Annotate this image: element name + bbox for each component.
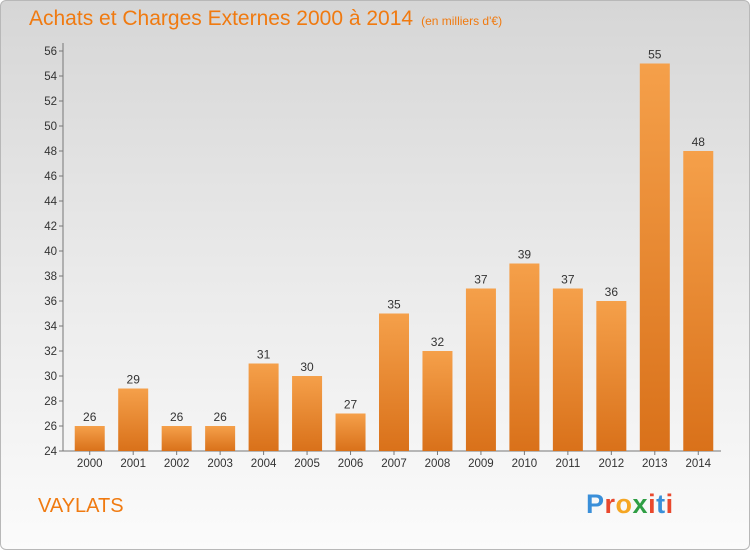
chart-title: Achats et Charges Externes 2000 à 2014 — [29, 7, 414, 30]
bar — [509, 263, 540, 451]
bar — [335, 413, 366, 451]
bar-value-label: 26 — [83, 410, 97, 424]
x-tick-label: 2006 — [338, 458, 364, 470]
bar-value-label: 55 — [648, 48, 662, 62]
x-tick-label: 2007 — [381, 458, 407, 470]
bar — [639, 63, 670, 451]
y-tick-label: 38 — [44, 271, 57, 283]
chart-bars: 26 29 26 26 31 30 27 35 32 37 39 37 36 55 48 — [74, 48, 714, 451]
y-tick-label: 56 — [44, 46, 57, 58]
y-tick-label: 44 — [44, 196, 57, 208]
bar-value-label: 32 — [431, 335, 445, 349]
bar — [552, 288, 583, 451]
bar — [205, 426, 236, 451]
bar-value-label: 39 — [518, 248, 532, 262]
logo-letter: r — [604, 489, 616, 519]
bar-value-label: 26 — [213, 410, 227, 424]
x-tick-label: 2010 — [512, 458, 538, 470]
bar-value-label: 36 — [605, 285, 619, 299]
x-tick-label: 2002 — [164, 458, 190, 470]
logo-letter: t — [656, 489, 666, 519]
y-tick-label: 34 — [44, 321, 57, 333]
logo-letter: P — [586, 489, 605, 519]
chart-heading: Achats et Charges Externes 2000 à 2014 (e… — [29, 7, 502, 31]
y-tick-label: 28 — [44, 396, 57, 408]
y-tick-label: 42 — [44, 221, 57, 233]
proxiti-logo[interactable]: Proxiti — [586, 489, 674, 520]
bar — [292, 376, 323, 451]
bar-value-label: 48 — [692, 135, 706, 149]
chart-subtitle: (en milliers d'€) — [421, 14, 503, 28]
bar-value-label: 35 — [387, 298, 401, 312]
x-tick-label: 2005 — [294, 458, 320, 470]
x-tick-label: 2004 — [251, 458, 277, 470]
logo-letter: i — [665, 489, 674, 519]
bar — [422, 351, 453, 451]
y-tick-label: 24 — [44, 446, 57, 458]
y-tick-label: 52 — [44, 96, 57, 108]
bar — [161, 426, 192, 451]
y-tick-label: 32 — [44, 346, 57, 358]
y-tick-label: 46 — [44, 171, 57, 183]
y-tick-label: 40 — [44, 246, 57, 258]
commune-name: VAYLATS — [38, 495, 124, 517]
x-tick-label: 2009 — [468, 458, 494, 470]
x-tick-label: 2001 — [120, 458, 146, 470]
x-tick-label: 2003 — [207, 458, 233, 470]
logo-letter: i — [648, 489, 657, 519]
y-tick-label: 48 — [44, 146, 57, 158]
bar — [683, 151, 714, 451]
bar — [465, 288, 496, 451]
bar-value-label: 27 — [344, 398, 358, 412]
bar-value-label: 37 — [561, 273, 575, 287]
bar — [379, 313, 409, 451]
bar — [596, 301, 627, 451]
y-tick-label: 50 — [44, 121, 57, 133]
x-tick-label: 2000 — [77, 458, 103, 470]
x-tick-label: 2011 — [555, 458, 580, 470]
bar-value-label: 37 — [474, 273, 488, 287]
bar — [74, 426, 105, 451]
bar-value-label: 26 — [170, 410, 184, 424]
y-tick-label: 30 — [44, 371, 57, 383]
x-tick-label: 2012 — [599, 458, 625, 470]
bar — [118, 388, 149, 451]
x-tick-label: 2013 — [642, 458, 668, 470]
bar — [248, 363, 279, 451]
y-tick-label: 26 — [44, 421, 57, 433]
bar-value-label: 31 — [257, 348, 271, 362]
logo-letter: x — [632, 489, 649, 519]
logo-letter: o — [615, 489, 633, 519]
bar-value-label: 29 — [127, 373, 141, 387]
bar-value-label: 30 — [300, 360, 314, 374]
x-tick-label: 2008 — [425, 458, 451, 470]
x-tick-label: 2014 — [685, 458, 711, 470]
y-tick-label: 36 — [44, 296, 57, 308]
y-tick-label: 54 — [44, 71, 57, 83]
